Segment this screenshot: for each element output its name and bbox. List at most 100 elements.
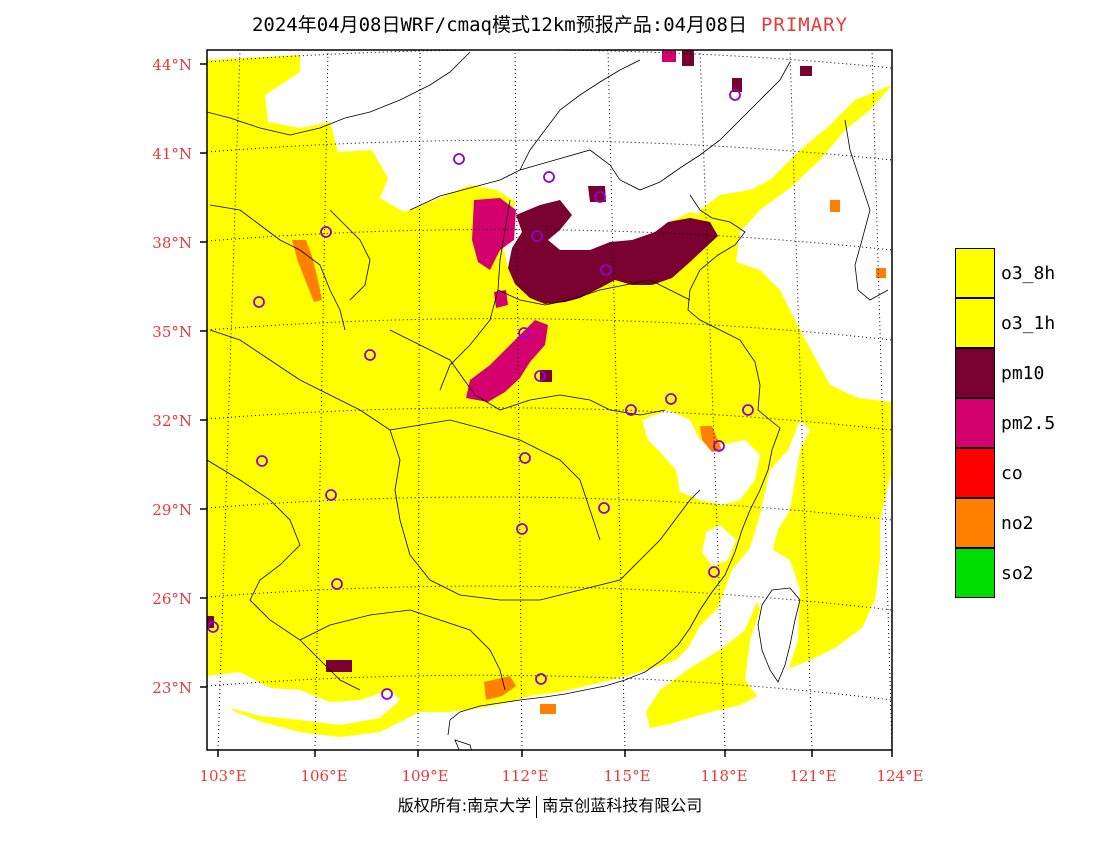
station-marker <box>331 578 343 590</box>
pm10-spot-4 <box>732 78 742 92</box>
coast-east <box>447 427 781 736</box>
legend-label: pm10 <box>1001 362 1045 384</box>
legend-item-o3-8h: o3_8h <box>955 247 1085 298</box>
lat-label: 23°N <box>152 679 192 697</box>
station-marker <box>729 89 741 101</box>
station-marker <box>598 502 610 514</box>
no2-spot-ne2 <box>876 268 886 278</box>
credit-left: 版权所有:南京大学 <box>397 796 532 815</box>
lat-label: 44°N <box>152 56 192 74</box>
no2-spot-ne <box>830 200 840 212</box>
boundary-inner-mongolia <box>409 59 641 211</box>
clean-patch-coast <box>207 672 400 725</box>
station-marker <box>535 673 547 685</box>
station-marker <box>625 404 637 416</box>
korea-coast <box>844 119 889 301</box>
station-marker <box>543 171 555 183</box>
boundary-fujian <box>619 489 701 581</box>
lat-label: 41°N <box>152 145 192 163</box>
legend-label: co <box>1001 462 1023 484</box>
station-marker <box>518 327 530 339</box>
boundary-hubei <box>389 329 666 416</box>
legend-label: so2 <box>1001 562 1034 584</box>
legend-label: o3_1h <box>1001 312 1056 334</box>
station-marker <box>708 566 720 578</box>
pm10-spot-2 <box>540 370 552 382</box>
station-marker <box>534 370 546 382</box>
map-title: 2024年04月08日WRF/cmaq模式12km预报产品:04月08日 PRIM… <box>0 10 1100 37</box>
map-frame <box>206 49 893 751</box>
legend-item-o3-1h: o3_1h <box>955 297 1085 348</box>
station-marker <box>253 296 265 308</box>
station-marker <box>519 452 531 464</box>
station-marker <box>320 226 332 238</box>
credit-right: 南京创蓝科技有限公司 <box>542 796 703 815</box>
lon-label: 121°E <box>789 767 836 785</box>
no2-spot-east <box>700 426 722 452</box>
parallel-29 <box>207 496 892 521</box>
meridian-115 <box>607 50 626 750</box>
legend-label: o3_8h <box>1001 262 1056 284</box>
legend-label: pm2.5 <box>1001 412 1056 434</box>
station-marker <box>453 153 465 165</box>
legend-swatch <box>955 247 995 298</box>
parallel-44 <box>207 50 892 69</box>
station-marker <box>742 404 754 416</box>
map-content <box>207 50 892 750</box>
boundary-central <box>389 419 601 541</box>
o3-region-main <box>207 55 800 737</box>
meridian-121 <box>789 50 813 750</box>
no2-spot-south2 <box>540 704 556 714</box>
legend-swatch <box>955 547 995 598</box>
meridian-103 <box>217 50 241 750</box>
axis-ticks <box>200 63 893 757</box>
boundary-hebei <box>519 61 791 191</box>
legend-item-pm10: pm10 <box>955 347 1085 398</box>
stations <box>207 89 754 700</box>
lat-labels: 44°N 41°N 38°N 35°N 32°N 29°N 26°N 23°N <box>152 56 192 697</box>
lat-label: 29°N <box>152 501 192 519</box>
taiwan <box>757 587 801 683</box>
parallel-41 <box>207 139 892 161</box>
pm25-spot-1 <box>494 290 508 308</box>
lon-label: 103°E <box>199 767 246 785</box>
parallel-26 <box>207 585 892 611</box>
credit-separator <box>536 795 538 818</box>
station-marker <box>325 489 337 501</box>
legend-label: no2 <box>1001 512 1034 534</box>
meridian-112 <box>514 50 523 750</box>
legend-swatch <box>955 347 995 398</box>
o3-region-east <box>646 85 892 728</box>
title-text: 2024年04月08日WRF/cmaq模式12km预报产品:04月08日 <box>251 14 747 36</box>
boundary-north <box>207 51 471 136</box>
clean-patch-south <box>702 525 736 566</box>
pm10-spot-6 <box>682 50 694 66</box>
parallel-38 <box>207 228 892 251</box>
boundary-ningxia <box>329 209 371 301</box>
pm10-region <box>508 200 718 304</box>
legend: o3_8h o3_1h pm10 pm2.5 co no2 so2 <box>955 247 1085 598</box>
station-marker <box>364 349 376 361</box>
legend-swatch <box>955 497 995 548</box>
lat-label: 38°N <box>152 234 192 252</box>
no2-spot-west <box>292 240 322 302</box>
clean-patch-east <box>642 410 760 505</box>
legend-swatch <box>955 297 995 348</box>
boundary-shanxi <box>439 199 511 391</box>
station-marker <box>381 688 393 700</box>
lon-label: 112°E <box>501 767 548 785</box>
station-marker <box>256 455 268 467</box>
meridian-106 <box>314 50 329 750</box>
legend-item-so2: so2 <box>955 547 1085 598</box>
pm25-spot-top <box>662 50 676 62</box>
station-marker <box>531 230 543 242</box>
lat-label: 32°N <box>152 412 192 430</box>
parallel-32 <box>207 407 892 431</box>
pm10-spot-1 <box>588 186 606 202</box>
legend-item-co: co <box>955 447 1085 498</box>
lon-label: 118°E <box>700 767 747 785</box>
boundary-guangxi <box>299 609 506 691</box>
station-marker <box>600 264 612 276</box>
legend-item-pm25: pm2.5 <box>955 397 1085 448</box>
